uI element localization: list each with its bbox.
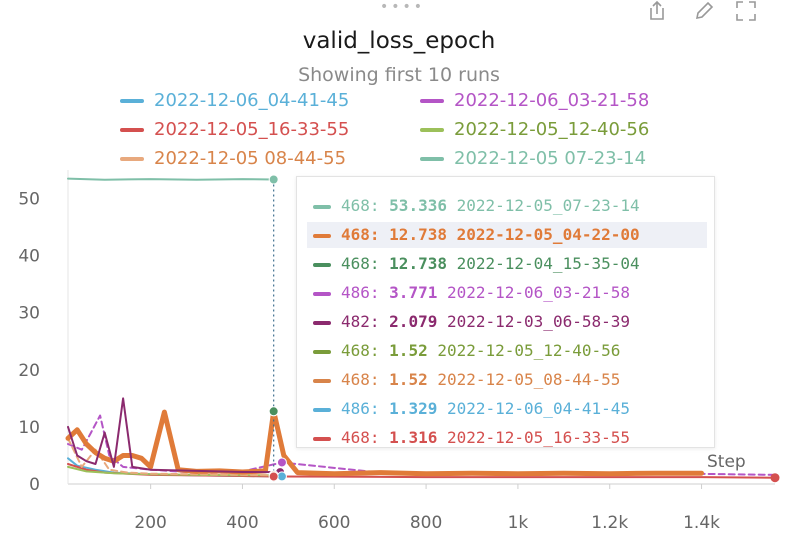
tooltip-value: 12.738 bbox=[389, 225, 447, 244]
tooltip-run-name: 2022-12-06_04-41-45 bbox=[437, 399, 630, 418]
legend-item[interactable]: 2022-12-05_12-40-56 bbox=[420, 119, 649, 141]
tooltip-swatch bbox=[313, 407, 331, 412]
y-tick-label: 20 bbox=[18, 361, 40, 381]
x-tick-label: 1.2k bbox=[591, 513, 628, 533]
tooltip-run-name: 2022-12-05_12-40-56 bbox=[427, 341, 621, 360]
tooltip-row: 468: 1.52 2022-12-05_08-44-55 bbox=[307, 367, 707, 393]
x-tick-label: 200 bbox=[134, 513, 166, 533]
tooltip-row: 468: 1.316 2022-12-05_16-33-55 bbox=[307, 425, 707, 451]
tooltip-value: 3.771 bbox=[389, 283, 438, 302]
tooltip-step: 468: bbox=[341, 370, 390, 389]
tooltip-value: 12.738 bbox=[389, 254, 447, 273]
tooltip-value: 1.52 bbox=[389, 370, 428, 389]
legend-item[interactable]: 2022-12-05 08-44-55 bbox=[120, 148, 346, 170]
fullscreen-icon[interactable] bbox=[735, 0, 757, 22]
tooltip-row: 468: 12.738 2022-12-04_15-35-04 bbox=[307, 251, 707, 277]
tooltip-swatch bbox=[313, 233, 331, 238]
hover-tooltip: 468: 53.336 2022-12-05_07-23-14 468: 12.7… bbox=[296, 176, 715, 448]
hover-point bbox=[268, 406, 279, 417]
tooltip-row: 486: 3.771 2022-12-06_03-21-58 bbox=[307, 280, 707, 306]
tooltip-swatch bbox=[313, 291, 331, 296]
tooltip-row: 468: 53.336 2022-12-05_07-23-14 bbox=[307, 193, 707, 219]
legend-swatch bbox=[120, 99, 144, 103]
tooltip-row: 468: 1.52 2022-12-05_12-40-56 bbox=[307, 338, 707, 364]
tooltip-step: 468: bbox=[341, 225, 390, 244]
tooltip-row: 482: 2.079 2022-12-03_06-58-39 bbox=[307, 309, 707, 335]
tooltip-value: 1.316 bbox=[389, 428, 438, 447]
legend-item[interactable]: 2022-12-06_03-21-58 bbox=[420, 90, 649, 112]
series-layer bbox=[65, 177, 776, 479]
y-tick-label: 10 bbox=[18, 418, 40, 438]
x-tick-label: 1k bbox=[508, 513, 529, 533]
legend-label: 2022-12-05 07-23-14 bbox=[454, 148, 647, 169]
series-line-2022-12-03_06-58-39 bbox=[67, 397, 282, 474]
tooltip-step: 468: bbox=[341, 428, 390, 447]
tooltip-step: 468: bbox=[341, 254, 390, 273]
tooltip-row: 486: 1.329 2022-12-06_04-41-45 bbox=[307, 396, 707, 422]
tooltip-run-name: 2022-12-06_03-21-58 bbox=[437, 283, 630, 302]
tooltip-run-name: 2022-12-05_04-22-00 bbox=[446, 225, 640, 244]
x-tick-label: 600 bbox=[318, 513, 350, 533]
tooltip-run-name: 2022-12-03_06-58-39 bbox=[437, 312, 630, 331]
legend-item[interactable]: 2022-12-06_04-41-45 bbox=[120, 90, 349, 112]
y-tick-label: 30 bbox=[18, 304, 40, 324]
series-end-point bbox=[770, 473, 780, 483]
hover-layer bbox=[268, 174, 780, 484]
legend-item[interactable]: 2022-12-05 07-23-14 bbox=[420, 148, 646, 170]
legend-label: 2022-12-05 08-44-55 bbox=[154, 148, 347, 169]
tooltip-step: 486: bbox=[341, 399, 390, 418]
tooltip-value: 1.52 bbox=[389, 341, 428, 360]
edit-icon[interactable] bbox=[693, 0, 715, 22]
tooltip-swatch bbox=[313, 320, 331, 325]
tooltip-swatch bbox=[313, 262, 331, 267]
hover-point bbox=[268, 471, 279, 482]
legend-item[interactable]: 2022-12-05_16-33-55 bbox=[120, 119, 349, 141]
chart-subtitle: Showing first 10 runs bbox=[298, 64, 500, 86]
y-tick-label: 0 bbox=[29, 475, 40, 495]
hover-point bbox=[268, 174, 279, 185]
hover-point bbox=[276, 471, 287, 482]
x-tick-label: 1.4k bbox=[683, 513, 720, 533]
hover-point bbox=[276, 457, 287, 468]
series-line-2022-12-05_07-23-14 bbox=[67, 177, 275, 181]
x-axis-label: Step bbox=[707, 452, 746, 472]
tooltip-swatch bbox=[313, 436, 331, 441]
chart-title: valid_loss_epoch bbox=[302, 28, 496, 54]
tooltip-step: 486: bbox=[341, 283, 390, 302]
legend-swatch bbox=[120, 157, 144, 161]
tooltip-step: 482: bbox=[341, 312, 390, 331]
axes: 0 10 20 30 40 50 200 400 600 800 1k 1.2k 1.4k bbox=[18, 170, 775, 533]
legend-label: 2022-12-05_16-33-55 bbox=[154, 119, 350, 140]
y-tick-label: 50 bbox=[18, 190, 40, 210]
legend-label: 2022-12-06_04-41-45 bbox=[154, 90, 350, 111]
tooltip-run-name: 2022-12-05_16-33-55 bbox=[437, 428, 630, 447]
y-tick-label: 40 bbox=[18, 247, 40, 267]
tooltip-value: 2.079 bbox=[389, 312, 438, 331]
tooltip-run-name: 2022-12-05_08-44-55 bbox=[427, 370, 621, 389]
tooltip-swatch bbox=[313, 349, 331, 354]
x-tick-label: 400 bbox=[226, 513, 258, 533]
tooltip-value: 53.336 bbox=[389, 196, 447, 215]
x-tick-label: 800 bbox=[410, 513, 442, 533]
legend-label: 2022-12-06_03-21-58 bbox=[454, 90, 650, 111]
legend-swatch bbox=[420, 99, 444, 103]
tooltip-step: 468: bbox=[341, 196, 390, 215]
tooltip-row: 468: 12.738 2022-12-05_04-22-00 bbox=[307, 222, 707, 248]
tooltip-run-name: 2022-12-05_07-23-14 bbox=[446, 196, 640, 215]
tooltip-step: 468: bbox=[341, 341, 390, 360]
tooltip-run-name: 2022-12-04_15-35-04 bbox=[446, 254, 640, 273]
tooltip-value: 1.329 bbox=[389, 399, 438, 418]
tooltip-swatch bbox=[313, 204, 331, 209]
drag-handle-icon[interactable]: •••• bbox=[380, 0, 426, 15]
legend-label: 2022-12-05_12-40-56 bbox=[454, 119, 650, 140]
legend-swatch bbox=[420, 157, 444, 161]
tooltip-swatch bbox=[313, 378, 331, 383]
legend-swatch bbox=[420, 128, 444, 132]
legend-swatch bbox=[120, 128, 144, 132]
share-icon[interactable] bbox=[646, 0, 668, 22]
